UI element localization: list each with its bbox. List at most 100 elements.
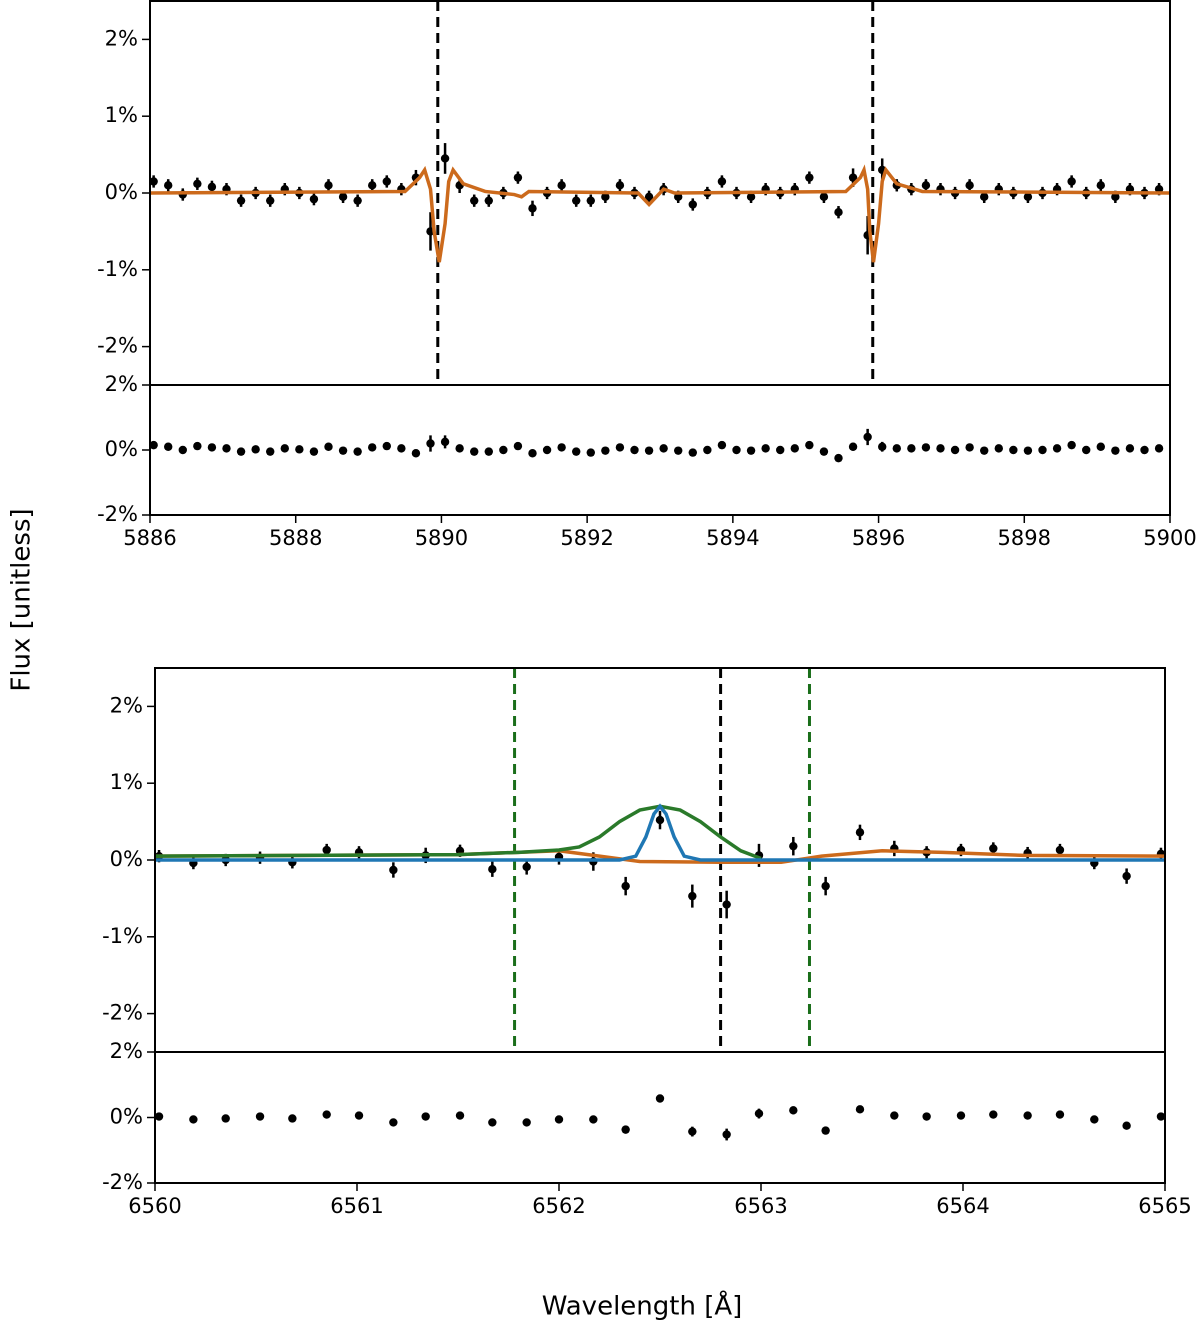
data-point	[1067, 177, 1076, 186]
x-tick-label: 6562	[532, 1194, 585, 1218]
data-point	[295, 445, 304, 454]
data-point	[789, 841, 798, 851]
data-point	[470, 196, 479, 205]
data-point	[353, 196, 362, 205]
data-point	[722, 900, 731, 909]
data-point	[644, 446, 654, 455]
data-point	[368, 181, 377, 190]
data-point	[936, 444, 945, 453]
data-point	[426, 439, 435, 448]
data-point	[732, 445, 741, 455]
x-tick-label: 5892	[560, 526, 613, 550]
data-point	[834, 208, 843, 217]
y-tick-label: -1%	[97, 257, 138, 281]
data-point	[644, 192, 654, 202]
data-point	[980, 446, 989, 455]
x-tick-label: 6563	[734, 1194, 787, 1218]
data-point	[1096, 442, 1105, 451]
y-tick-label: -2%	[97, 334, 138, 358]
data-point	[189, 1115, 198, 1124]
data-point	[1154, 444, 1164, 453]
data-point	[1023, 192, 1033, 202]
data-point	[150, 177, 158, 186]
y-tick-label: -2%	[102, 1170, 143, 1194]
axes-frame	[149, 384, 1171, 516]
data-point	[761, 444, 770, 453]
data-point	[855, 828, 865, 837]
data-point	[255, 1112, 265, 1121]
y-tick-label: 1%	[105, 103, 138, 127]
data-point	[1122, 871, 1131, 881]
data-point	[703, 445, 712, 455]
y-tick-label: -2%	[102, 1001, 143, 1025]
data-point	[746, 192, 756, 202]
data-point	[421, 1112, 430, 1121]
axes-frame	[154, 1051, 1166, 1184]
data-point	[207, 443, 217, 452]
data-point	[155, 1112, 164, 1121]
data-point	[338, 192, 348, 202]
model-line	[155, 803, 1165, 862]
data-point	[688, 1127, 697, 1136]
data-point	[368, 443, 377, 452]
data-point	[621, 881, 630, 891]
data-point	[455, 1111, 465, 1120]
data-point	[309, 447, 319, 456]
data-point	[892, 444, 901, 453]
x-tick-label: 6565	[1138, 1194, 1191, 1218]
data-point	[655, 815, 665, 825]
data-point	[688, 448, 697, 457]
data-point	[848, 442, 858, 451]
data-point	[557, 181, 566, 190]
data-point	[1052, 444, 1062, 453]
data-point	[513, 173, 523, 182]
data-point	[193, 441, 202, 451]
data-point	[956, 1111, 966, 1120]
data-point	[890, 1111, 899, 1120]
data-point	[470, 447, 479, 456]
data-point	[1096, 181, 1105, 190]
x-tick-label: 5890	[415, 526, 468, 550]
data-point	[499, 445, 508, 455]
data-point	[382, 177, 391, 186]
data-point	[819, 192, 829, 202]
data-point	[484, 447, 493, 456]
data-point	[1055, 845, 1065, 855]
data-point	[266, 196, 275, 205]
data-point	[522, 862, 531, 872]
data-point	[251, 445, 260, 454]
data-point	[440, 154, 450, 163]
model-line	[155, 804, 762, 861]
data-point	[819, 447, 829, 456]
data-point	[522, 1118, 531, 1127]
data-point	[863, 432, 872, 442]
data-point	[528, 449, 537, 458]
data-point	[688, 891, 697, 901]
data-point	[674, 446, 683, 455]
data-point	[601, 192, 610, 202]
data-point	[621, 1125, 630, 1134]
y-tick-label: 0%	[105, 180, 138, 204]
data-point	[1111, 192, 1120, 202]
data-point	[1009, 445, 1018, 455]
data-point	[1156, 1112, 1165, 1121]
y-tick-label: 2%	[110, 693, 143, 717]
data-point	[528, 204, 537, 213]
data-point	[354, 1111, 364, 1120]
y-tick-label: 0%	[105, 437, 138, 461]
model-line	[150, 164, 1170, 263]
x-tick-label: 5894	[706, 526, 759, 550]
data-point	[338, 446, 348, 455]
plot-area	[155, 1094, 1165, 1141]
y-tick-label: 2%	[105, 372, 138, 396]
data-point	[950, 445, 960, 455]
data-point	[513, 441, 523, 451]
data-point	[980, 192, 989, 202]
data-point	[630, 445, 639, 455]
data-point	[717, 177, 727, 186]
x-axis-label: Wavelength [Å]	[542, 1290, 743, 1322]
x-tick-label: 5898	[998, 526, 1051, 550]
data-point	[397, 444, 406, 453]
data-point	[322, 1110, 331, 1119]
